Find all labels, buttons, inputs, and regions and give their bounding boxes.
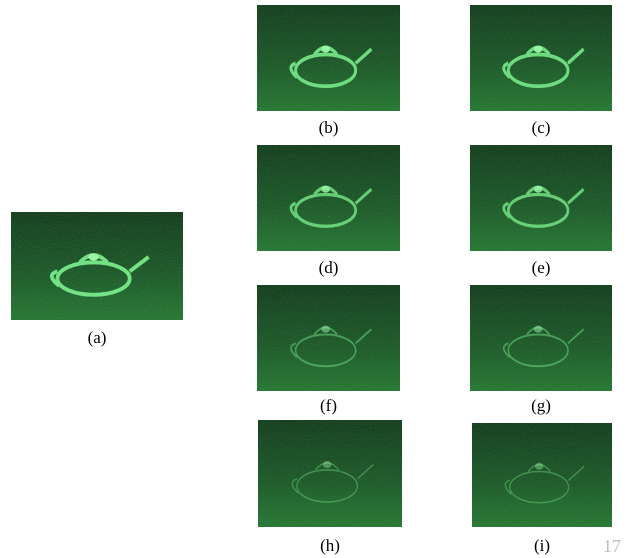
panel-image xyxy=(257,145,400,251)
teapot-image xyxy=(258,420,402,527)
panel-label: (e) xyxy=(491,258,591,278)
panel-label: (i) xyxy=(492,536,592,556)
panel-image xyxy=(257,285,400,391)
panel-image xyxy=(470,145,612,251)
teapot-image xyxy=(470,5,612,111)
panel-image xyxy=(257,5,400,111)
panel-label: (h) xyxy=(280,536,380,556)
panel-label: (g) xyxy=(491,396,591,416)
teapot-image xyxy=(470,285,612,391)
panel-label: (d) xyxy=(279,258,379,278)
panel-label: (a) xyxy=(47,328,147,348)
panel-label: (b) xyxy=(279,118,379,138)
teapot-image xyxy=(257,285,400,391)
figure-page: 17 (a) xyxy=(0,0,632,558)
teapot-image xyxy=(257,145,400,251)
panel-label: (f) xyxy=(279,396,379,416)
panel-image xyxy=(472,423,612,527)
teapot-image xyxy=(470,145,612,251)
teapot-image xyxy=(11,212,183,320)
panel-image xyxy=(470,5,612,111)
teapot-image xyxy=(472,423,612,527)
page-number: 17 xyxy=(603,536,621,557)
panel-image xyxy=(258,420,402,527)
teapot-image xyxy=(257,5,400,111)
panel-label: (c) xyxy=(491,118,591,138)
panel-image xyxy=(470,285,612,391)
panel-image xyxy=(11,212,183,320)
